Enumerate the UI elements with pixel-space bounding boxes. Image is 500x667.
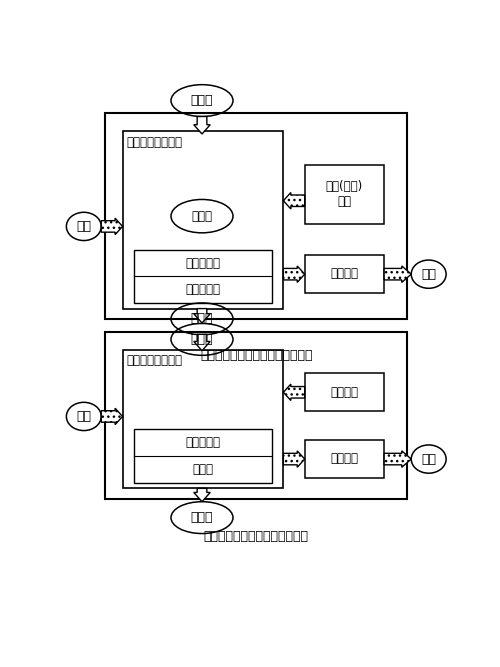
Text: 外気: 外気 <box>76 410 92 423</box>
Polygon shape <box>194 117 210 134</box>
Bar <box>304 165 384 224</box>
Text: 乾　燥: 乾 燥 <box>192 463 214 476</box>
Text: 外気: 外気 <box>76 220 92 233</box>
Text: 処理槽（乾燥槽）: 処理槽（乾燥槽） <box>126 354 182 367</box>
Text: 副資材: 副資材 <box>192 209 212 223</box>
Text: 脱臭装置: 脱臭装置 <box>330 267 358 280</box>
Text: 生成物: 生成物 <box>191 511 213 524</box>
Polygon shape <box>284 451 304 468</box>
Text: 加熱装置: 加熱装置 <box>330 386 358 399</box>
Polygon shape <box>194 309 210 323</box>
Bar <box>134 249 272 303</box>
Polygon shape <box>384 266 411 282</box>
Text: 撹拌・混合: 撹拌・混合 <box>186 436 220 450</box>
Polygon shape <box>101 218 122 235</box>
Text: 図１　バイオ式処理プロセスの例: 図１ バイオ式処理プロセスの例 <box>200 350 312 362</box>
Bar <box>304 255 384 293</box>
Text: 脱臭装置: 脱臭装置 <box>330 452 358 466</box>
Text: 排気: 排気 <box>421 267 436 281</box>
Text: 排気: 排気 <box>421 453 436 466</box>
Polygon shape <box>284 266 304 282</box>
Text: 生成物: 生成物 <box>191 333 213 346</box>
Bar <box>122 350 284 488</box>
Polygon shape <box>194 334 210 351</box>
Text: 生ごみ: 生ごみ <box>191 94 213 107</box>
Text: 生ごみ: 生ごみ <box>191 312 213 325</box>
Polygon shape <box>384 451 411 468</box>
Polygon shape <box>284 384 304 400</box>
Bar <box>105 331 408 499</box>
Polygon shape <box>284 193 304 209</box>
Polygon shape <box>194 488 210 502</box>
Text: 好気性発酵: 好気性発酵 <box>186 283 220 296</box>
Bar <box>304 373 384 412</box>
Bar <box>105 113 408 319</box>
Bar <box>304 440 384 478</box>
Text: 加熱(保温)
装置: 加熱(保温) 装置 <box>326 180 363 208</box>
Bar <box>134 430 272 483</box>
Text: 図２　乾燥式処理プロセスの例: 図２ 乾燥式処理プロセスの例 <box>204 530 309 543</box>
Text: 撹拌・混合: 撹拌・混合 <box>186 257 220 269</box>
Text: 処理槽（発酵槽）: 処理槽（発酵槽） <box>126 135 182 149</box>
Bar <box>122 131 284 309</box>
Polygon shape <box>101 408 122 425</box>
